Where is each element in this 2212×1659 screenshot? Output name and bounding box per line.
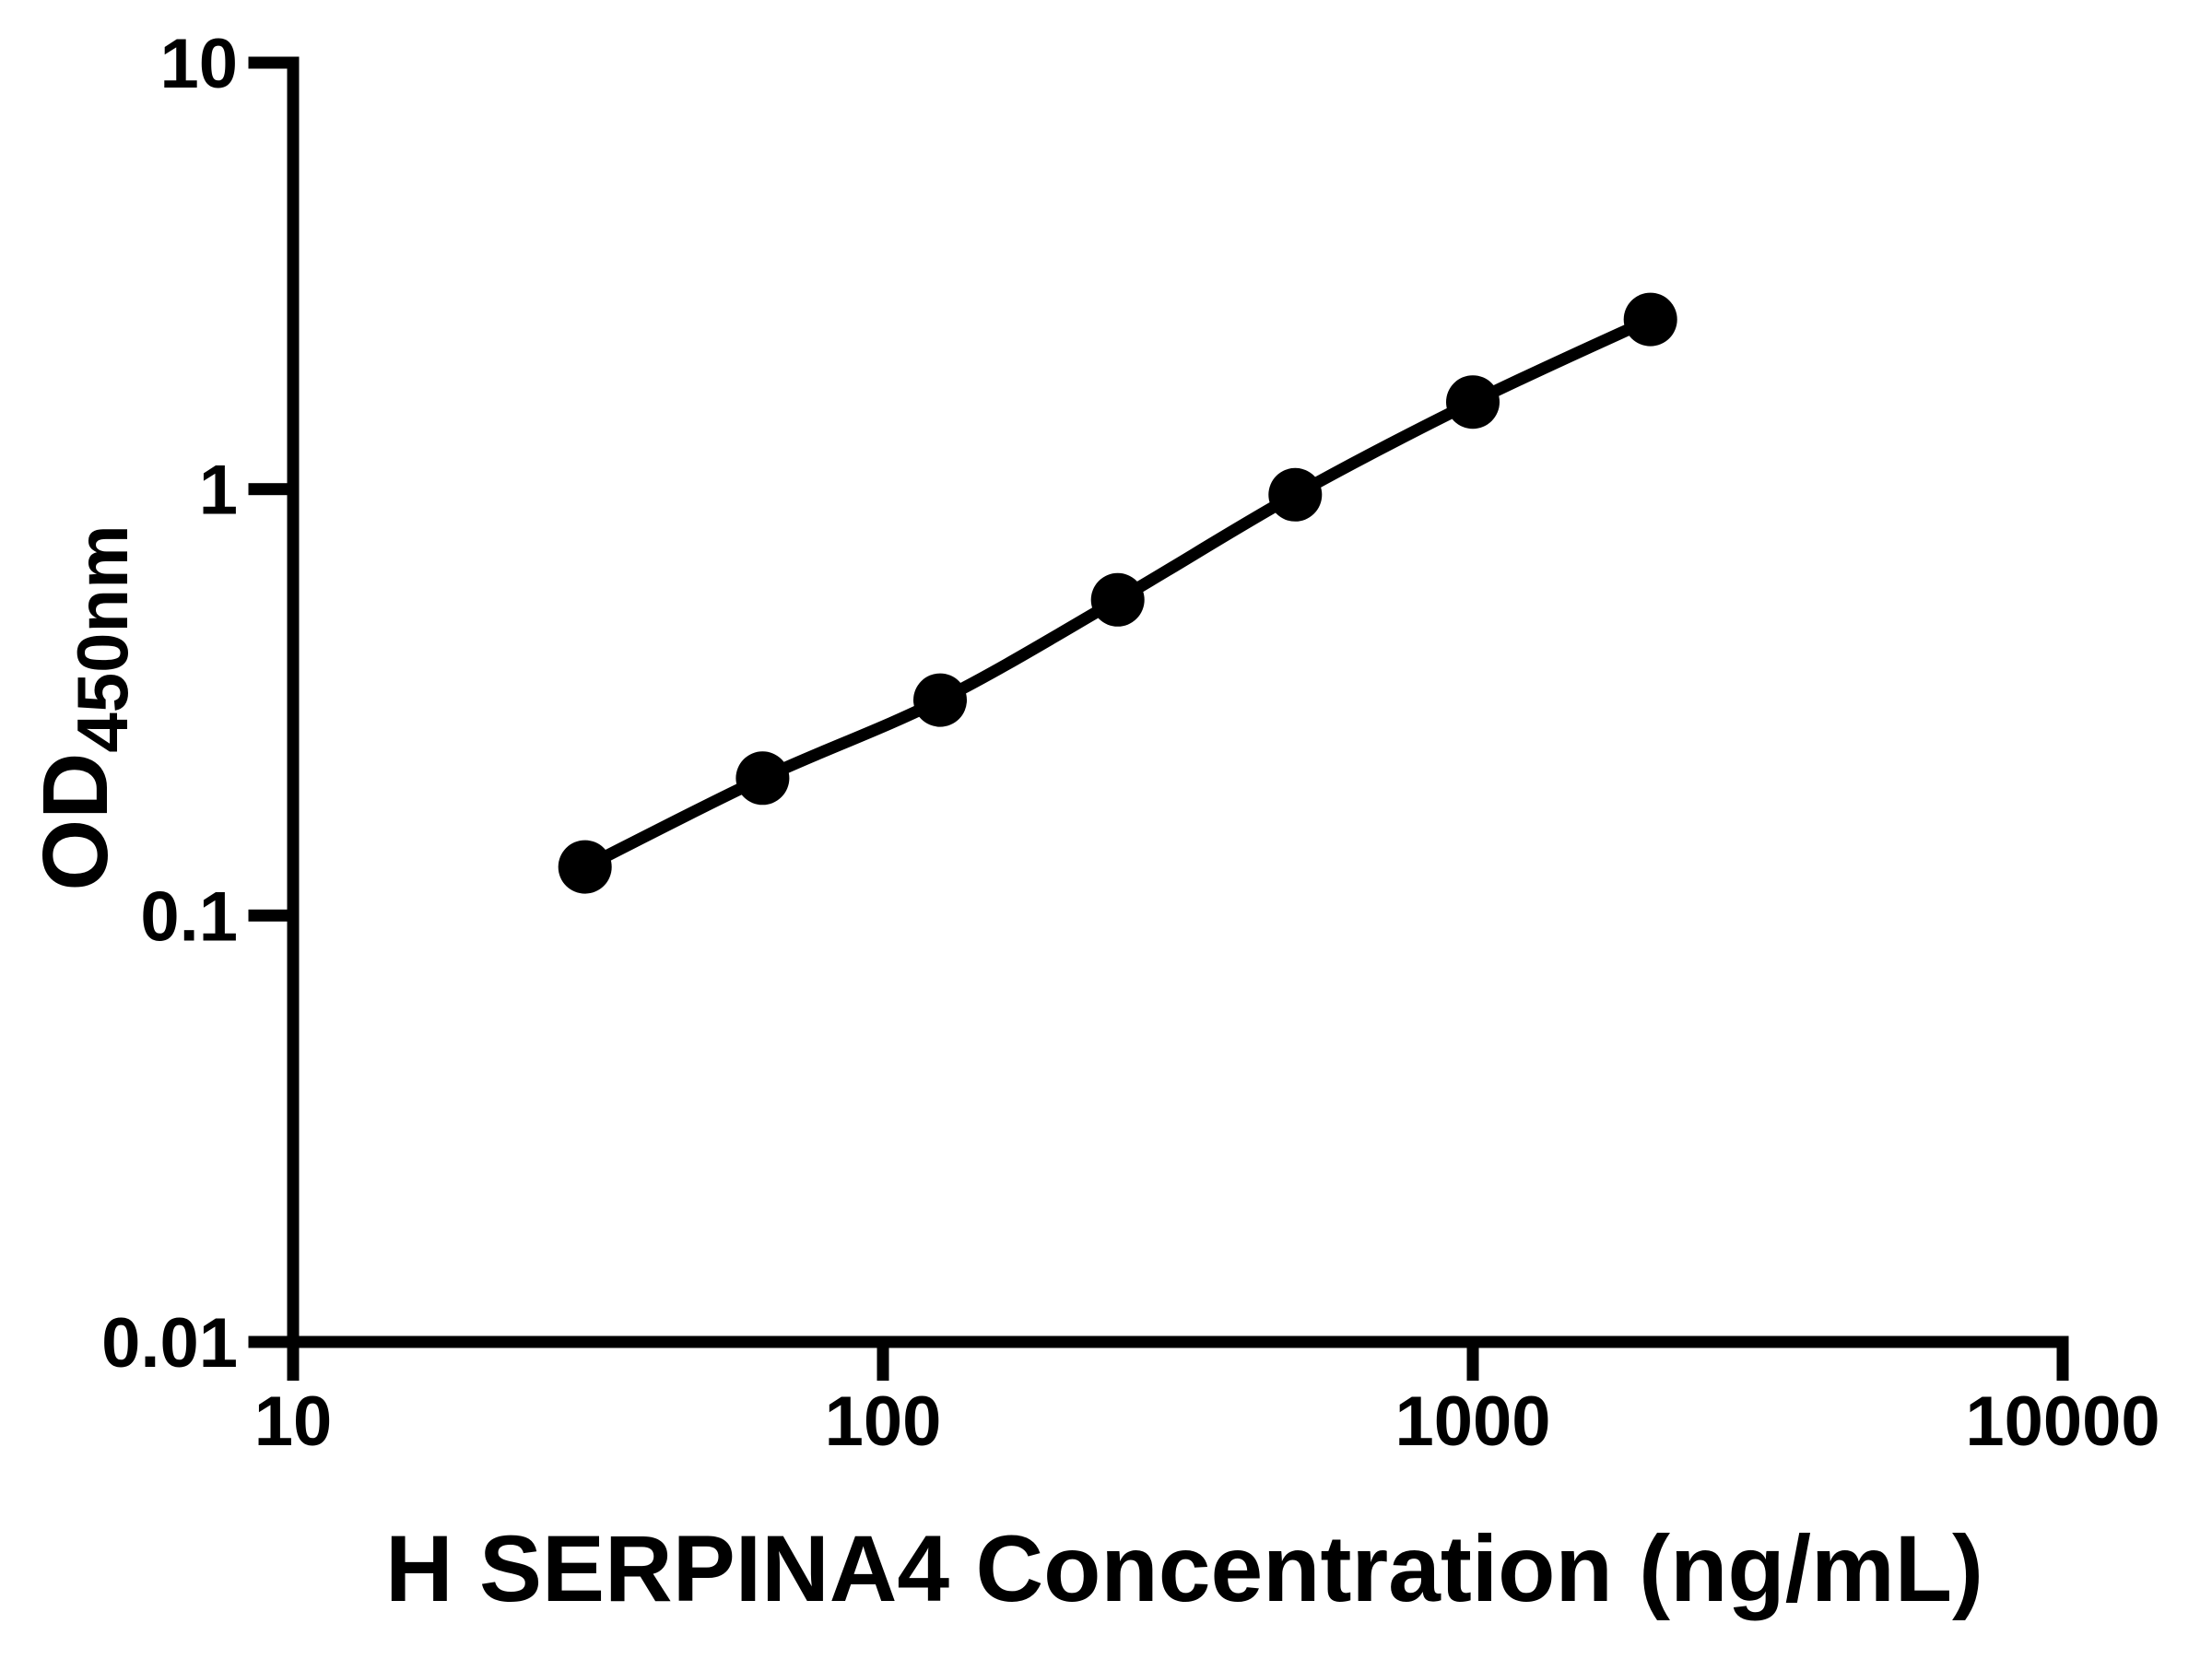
y-axis-tick	[248, 56, 288, 69]
x-tick-label: 10	[254, 1382, 333, 1461]
data-point	[1268, 467, 1323, 522]
y-tick-label: 0.1	[140, 877, 238, 956]
y-axis-line	[287, 56, 300, 1348]
y-axis-title-subscript: 450nm	[62, 524, 143, 752]
x-axis-tick	[287, 1342, 300, 1381]
y-tick-label: 10	[159, 25, 238, 103]
data-point	[1623, 292, 1677, 347]
data-point	[1090, 572, 1145, 627]
x-axis-tick	[877, 1342, 889, 1381]
x-axis-tick	[2056, 1342, 2069, 1381]
x-axis-line	[287, 1335, 2069, 1348]
x-tick-label: 100	[825, 1382, 942, 1461]
data-point	[558, 840, 612, 894]
data-point	[735, 751, 790, 806]
y-axis-title: OD450nm	[24, 524, 143, 890]
y-tick-label: 1	[199, 452, 238, 530]
y-tick-label: 0.01	[101, 1304, 238, 1382]
y-axis-tick	[248, 1335, 288, 1348]
y-axis-title-main: OD	[24, 753, 127, 891]
y-axis-tick	[248, 909, 288, 922]
x-axis-tick	[1466, 1342, 1479, 1381]
x-axis-title: H SERPINA4 Concentration (ng/mL)	[385, 1516, 1983, 1621]
plot-generated-layer: 0.01 0.1 1 10 10 100 1000 10000	[101, 25, 2160, 1461]
x-tick-label: 10000	[1965, 1382, 2159, 1461]
y-axis-tick	[248, 483, 288, 496]
x-tick-label: 1000	[1394, 1382, 1550, 1461]
data-point	[1446, 375, 1500, 429]
data-point	[913, 673, 967, 727]
